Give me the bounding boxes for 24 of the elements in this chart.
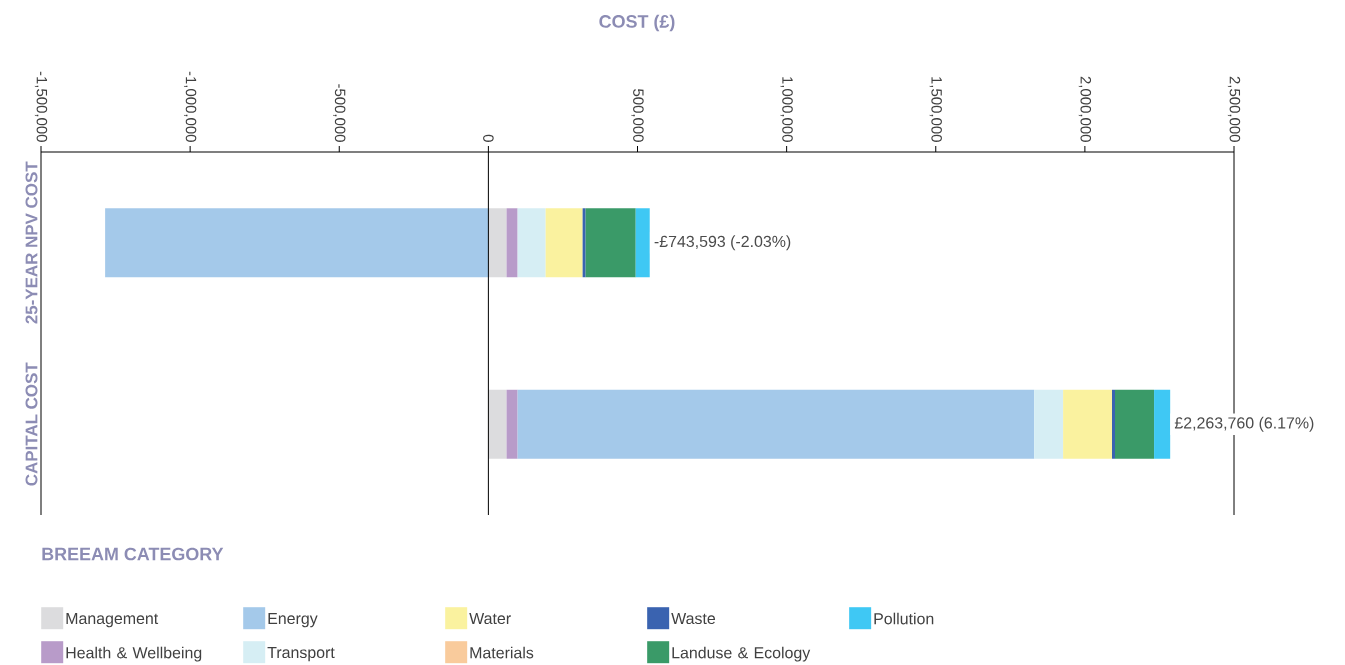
x-tick-label: 1,500,000 bbox=[929, 77, 942, 142]
legend-label: Waste bbox=[671, 612, 716, 624]
legend-title: BREEAM CATEGORY bbox=[42, 547, 224, 561]
legend-label: Materials bbox=[470, 646, 534, 659]
x-tick-label: 500,000 bbox=[631, 88, 644, 142]
x-tick-label: -500,000 bbox=[333, 84, 346, 142]
x-tick-label: 2,500,000 bbox=[1227, 76, 1241, 142]
legend-label: Water bbox=[469, 612, 511, 624]
x-tick-label: 2,000,000 bbox=[1078, 76, 1092, 142]
total-label: -£743,593 (-2.03%) bbox=[654, 235, 791, 251]
legend-label: Energy bbox=[268, 612, 318, 628]
x-tick-label: 1,000,000 bbox=[780, 77, 793, 142]
y-tick-label: 25-YEAR NPV COST bbox=[25, 161, 38, 324]
legend-label: Landuse & Ecology bbox=[672, 646, 811, 662]
x-tick-label: 0 bbox=[483, 134, 494, 142]
chart-title: COST (£) bbox=[599, 14, 675, 32]
legend-label: Pollution bbox=[874, 612, 934, 625]
x-tick-label: -1,500,000 bbox=[34, 71, 48, 142]
x-tick-label: -1,000,000 bbox=[183, 71, 197, 142]
y-tick-label: CAPITAL COST bbox=[25, 362, 38, 486]
total-label: £2,263,760 (6.17%) bbox=[1174, 416, 1314, 432]
legend-label: Health & Wellbeing bbox=[66, 646, 202, 662]
legend-label: Management bbox=[66, 612, 159, 628]
legend-label: Transport bbox=[267, 646, 335, 662]
